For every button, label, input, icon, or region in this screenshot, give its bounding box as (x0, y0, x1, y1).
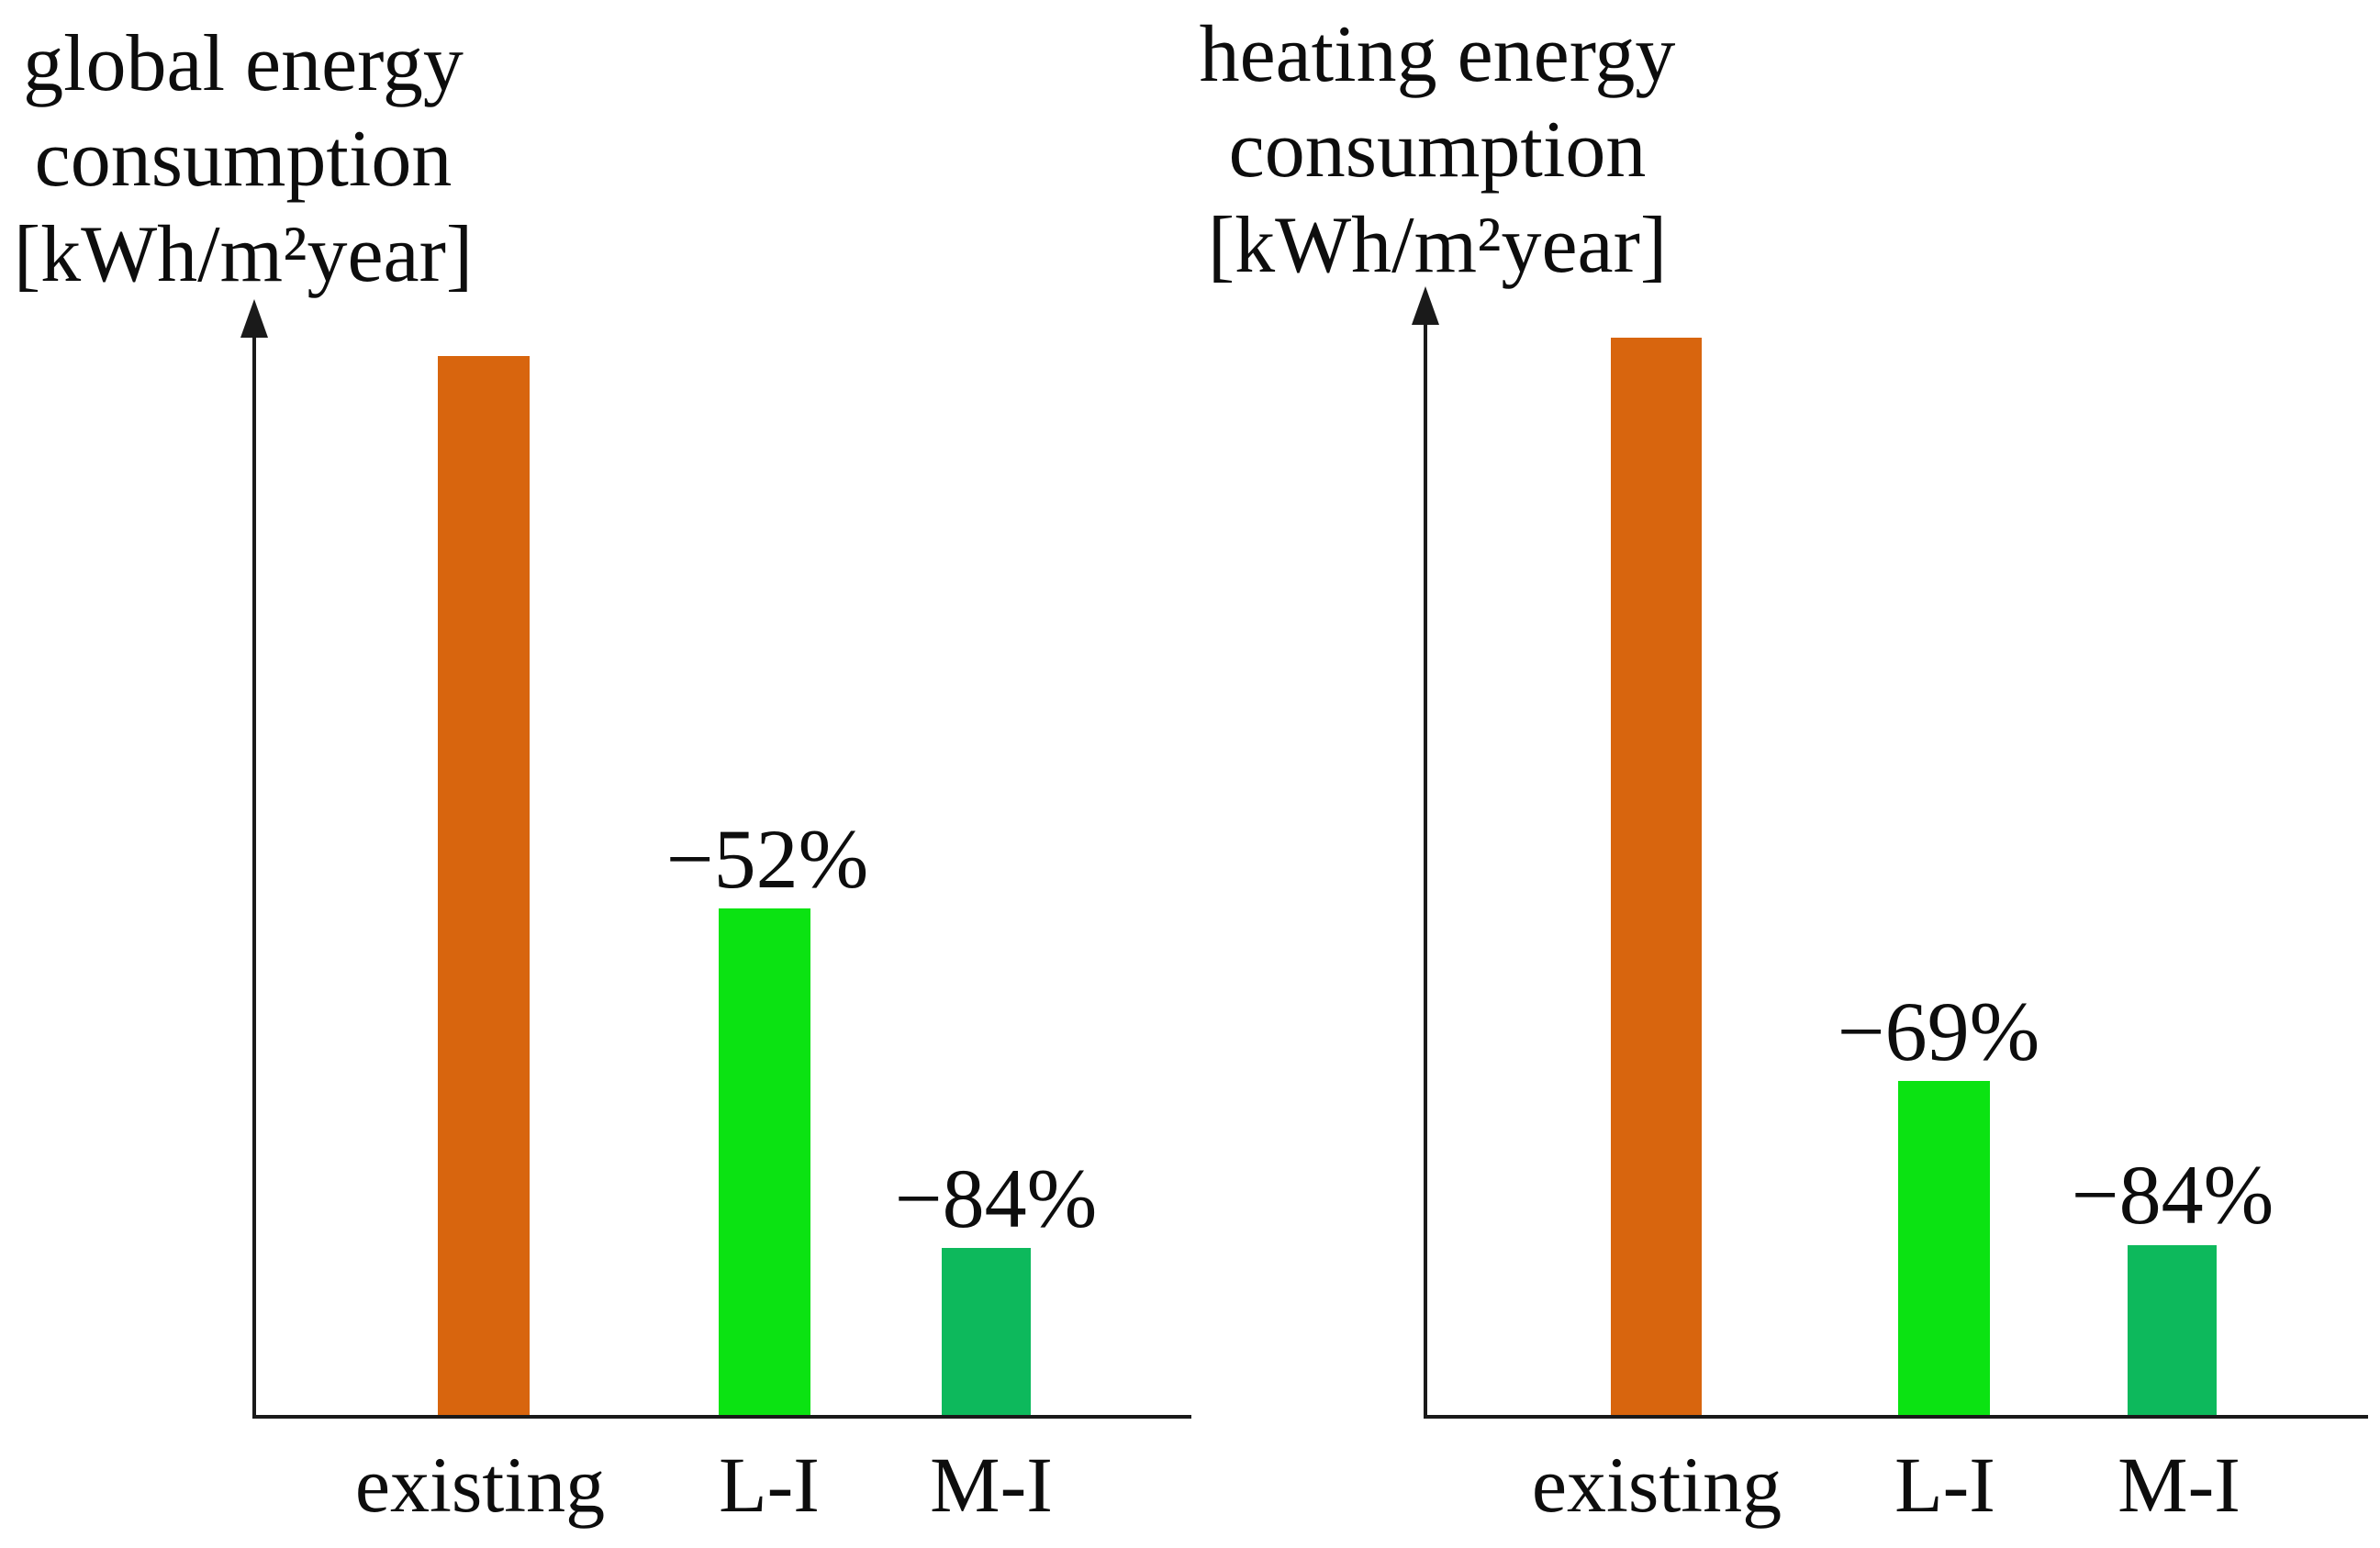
right-x-label-existing: existing (1531, 1441, 1782, 1529)
right-bar-label-l-i: −69% (1837, 985, 2040, 1078)
left-bar-existing (438, 356, 530, 1415)
right-bar-existing (1611, 338, 1702, 1415)
left-bar-label-m-i: −84% (894, 1152, 1098, 1245)
right-bar-l-i (1898, 1081, 1990, 1415)
left-x-axis (252, 1415, 1191, 1419)
right-x-axis (1424, 1415, 2368, 1419)
right-x-label-l-i: L-I (1894, 1441, 1995, 1529)
right-x-label-m-i: M-I (2117, 1441, 2240, 1529)
left-x-label-existing: existing (354, 1441, 606, 1529)
left-bar-label-l-i: −52% (665, 812, 869, 906)
right-chart-title-line1: heating energy (1199, 10, 1676, 99)
right-y-axis (1424, 317, 1427, 1419)
left-x-label-m-i: M-I (930, 1441, 1053, 1529)
right-chart-title-line2: consumption (1228, 106, 1647, 195)
left-bar-l-i (719, 908, 810, 1415)
left-chart-title-line2: consumption (34, 115, 453, 204)
right-chart-title-line3: [kWh/m²year] (1207, 201, 1668, 290)
left-bar-m-i (942, 1248, 1031, 1415)
left-chart-title: global energy consumption [kWh/m²year] (0, 17, 486, 303)
right-bar-m-i (2128, 1245, 2217, 1415)
left-chart-title-line3: [kWh/m²year] (13, 210, 474, 299)
right-chart-title: heating energy consumption [kWh/m²year] (1190, 7, 1685, 294)
left-y-axis (252, 330, 256, 1419)
right-bar-label-m-i: −84% (2071, 1148, 2274, 1242)
left-chart-title-line1: global energy (23, 19, 464, 108)
left-x-label-l-i: L-I (719, 1441, 820, 1529)
